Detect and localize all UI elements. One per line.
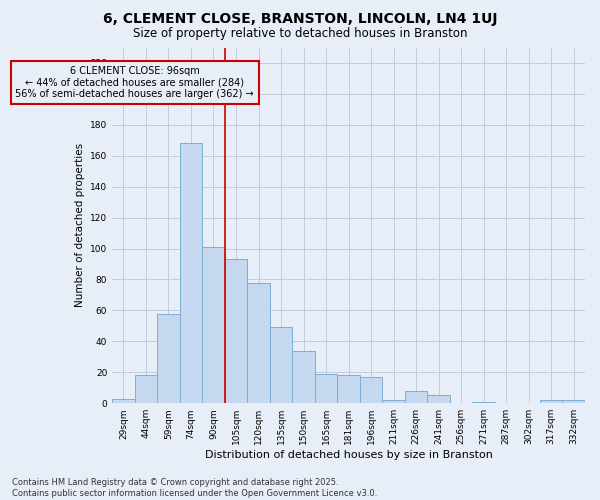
X-axis label: Distribution of detached houses by size in Branston: Distribution of detached houses by size … (205, 450, 493, 460)
Bar (472, 402, 495, 403)
Bar (134, 376, 157, 403)
Bar (270, 328, 292, 403)
Text: Contains HM Land Registry data © Crown copyright and database right 2025.
Contai: Contains HM Land Registry data © Crown c… (12, 478, 377, 498)
Bar (247, 282, 270, 403)
Bar (405, 391, 427, 403)
Text: 6, CLEMENT CLOSE, BRANSTON, LINCOLN, LN4 1UJ: 6, CLEMENT CLOSE, BRANSTON, LINCOLN, LN4… (103, 12, 497, 26)
Bar (382, 400, 405, 403)
Bar (562, 400, 585, 403)
Bar (202, 247, 225, 403)
Bar (225, 260, 247, 403)
Bar (157, 314, 180, 403)
Y-axis label: Number of detached properties: Number of detached properties (74, 144, 85, 308)
Bar (337, 376, 360, 403)
Text: 6 CLEMENT CLOSE: 96sqm
← 44% of detached houses are smaller (284)
56% of semi-de: 6 CLEMENT CLOSE: 96sqm ← 44% of detached… (16, 66, 254, 100)
Bar (360, 377, 382, 403)
Bar (112, 398, 134, 403)
Bar (180, 144, 202, 403)
Bar (427, 396, 450, 403)
Bar (292, 350, 315, 403)
Bar (540, 400, 562, 403)
Text: Size of property relative to detached houses in Branston: Size of property relative to detached ho… (133, 28, 467, 40)
Bar (315, 374, 337, 403)
